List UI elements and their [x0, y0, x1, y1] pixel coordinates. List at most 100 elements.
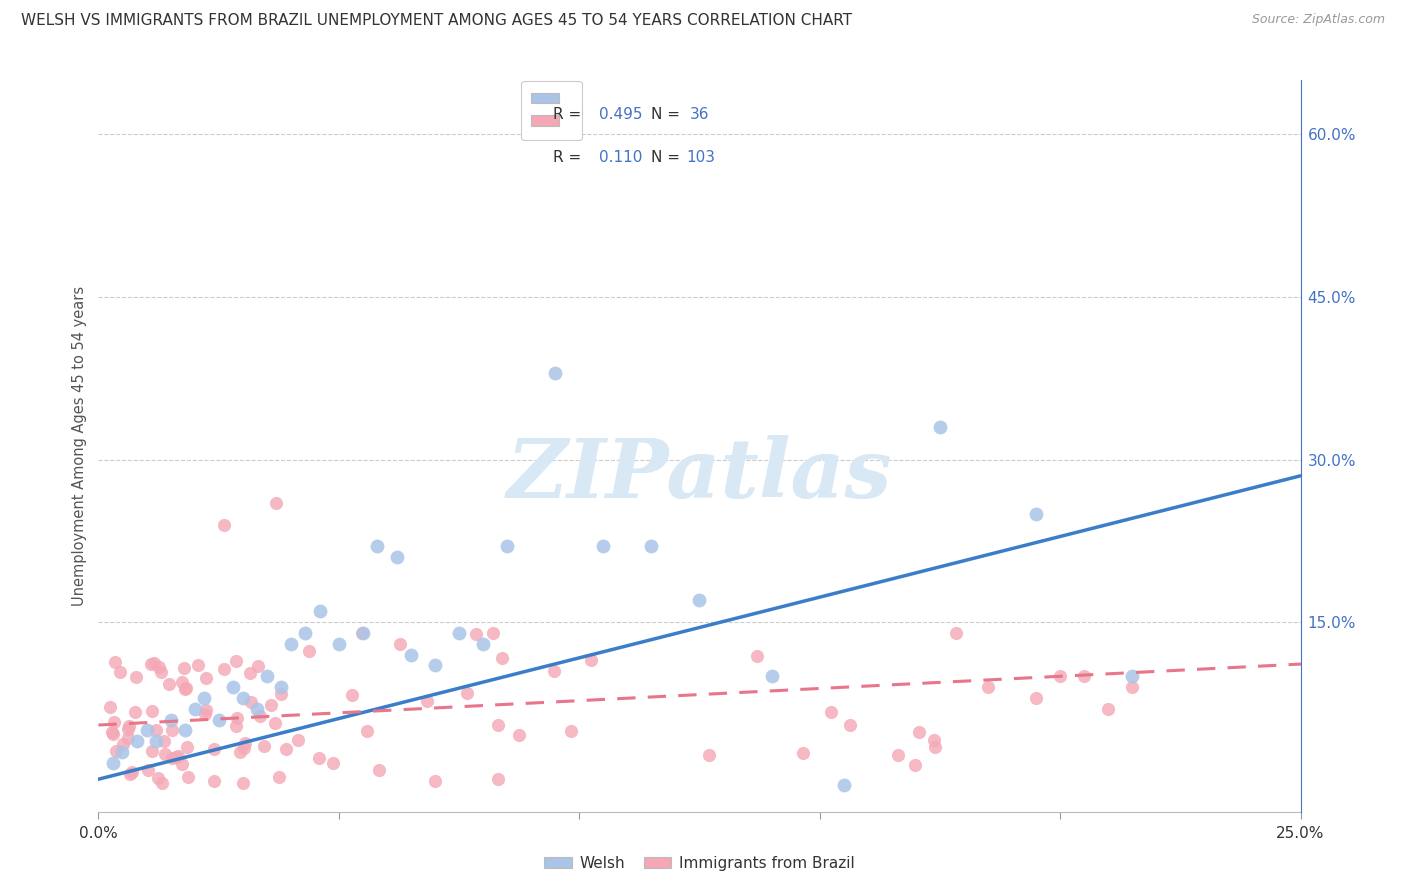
Point	[145, 723, 167, 737]
Point	[125, 734, 148, 748]
Point	[101, 756, 124, 770]
Point	[249, 709, 271, 723]
Point	[340, 688, 363, 702]
Point	[202, 774, 225, 789]
Point	[482, 626, 505, 640]
Point	[153, 734, 176, 748]
Point	[160, 751, 183, 765]
Point	[1121, 669, 1143, 683]
Point	[761, 669, 783, 683]
Point	[176, 740, 198, 755]
Point	[183, 702, 205, 716]
Point	[887, 747, 910, 762]
Point	[592, 539, 614, 553]
Point	[187, 657, 209, 672]
Point	[112, 737, 135, 751]
Point	[143, 656, 166, 670]
Point	[820, 705, 842, 719]
Text: Source: ZipAtlas.com: Source: ZipAtlas.com	[1251, 13, 1385, 27]
Point	[212, 662, 235, 676]
Point	[145, 734, 167, 748]
Text: R =: R =	[553, 107, 586, 122]
Point	[640, 539, 662, 553]
Point	[832, 778, 855, 792]
Point	[120, 767, 142, 781]
Text: 36: 36	[690, 107, 710, 122]
Point	[486, 718, 509, 732]
Text: 0.495: 0.495	[599, 107, 643, 122]
Point	[233, 741, 256, 756]
Point	[447, 626, 470, 640]
Point	[222, 680, 245, 694]
Point	[173, 681, 195, 696]
Point	[103, 714, 125, 729]
Point	[294, 626, 316, 640]
Point	[246, 702, 269, 716]
Point	[385, 550, 408, 565]
Point	[465, 626, 488, 640]
Point	[121, 764, 143, 779]
Point	[232, 690, 254, 705]
Point	[193, 690, 215, 705]
Point	[117, 722, 139, 736]
Point	[270, 680, 292, 694]
Point	[579, 653, 602, 667]
Point	[1073, 669, 1095, 683]
Point	[135, 723, 157, 738]
Point	[232, 776, 254, 790]
Point	[194, 707, 217, 722]
Point	[269, 770, 291, 784]
Point	[202, 741, 225, 756]
Point	[229, 745, 252, 759]
Point	[256, 669, 278, 683]
Point	[239, 665, 262, 680]
Point	[1025, 507, 1047, 521]
Point	[177, 770, 200, 784]
Point	[308, 750, 330, 764]
Point	[287, 732, 309, 747]
Point	[101, 727, 124, 741]
Point	[423, 774, 446, 789]
Point	[399, 648, 422, 662]
Point	[148, 660, 170, 674]
Point	[194, 672, 217, 686]
Point	[240, 695, 263, 709]
Point	[308, 604, 330, 618]
Point	[423, 658, 446, 673]
Point	[117, 731, 139, 745]
Point	[260, 698, 283, 713]
Point	[928, 420, 950, 434]
Point	[924, 733, 946, 747]
Point	[356, 723, 378, 738]
Point	[352, 626, 374, 640]
Point	[233, 736, 256, 750]
Point	[496, 539, 519, 553]
Point	[543, 664, 565, 678]
Point	[159, 677, 181, 691]
Point	[246, 659, 269, 673]
Point	[366, 539, 388, 553]
Point	[108, 665, 131, 679]
Point	[280, 637, 302, 651]
Point	[1121, 680, 1143, 694]
Point	[141, 704, 163, 718]
Point	[508, 728, 530, 742]
Point	[697, 747, 720, 762]
Point	[352, 626, 374, 640]
Point	[544, 366, 567, 380]
Text: 0.110: 0.110	[599, 150, 643, 165]
Text: WELSH VS IMMIGRANTS FROM BRAZIL UNEMPLOYMENT AMONG AGES 45 TO 54 YEARS CORRELATI: WELSH VS IMMIGRANTS FROM BRAZIL UNEMPLOY…	[21, 13, 852, 29]
Point	[908, 724, 931, 739]
Point	[101, 725, 124, 739]
Point	[98, 699, 121, 714]
Text: 103: 103	[686, 150, 716, 165]
Point	[172, 756, 194, 771]
Point	[472, 637, 495, 651]
Point	[124, 705, 146, 719]
Point	[1097, 702, 1119, 716]
Point	[456, 686, 478, 700]
Text: ZIPatlas: ZIPatlas	[506, 435, 893, 516]
Point	[150, 776, 173, 790]
Point	[150, 665, 173, 679]
Point	[388, 637, 411, 651]
